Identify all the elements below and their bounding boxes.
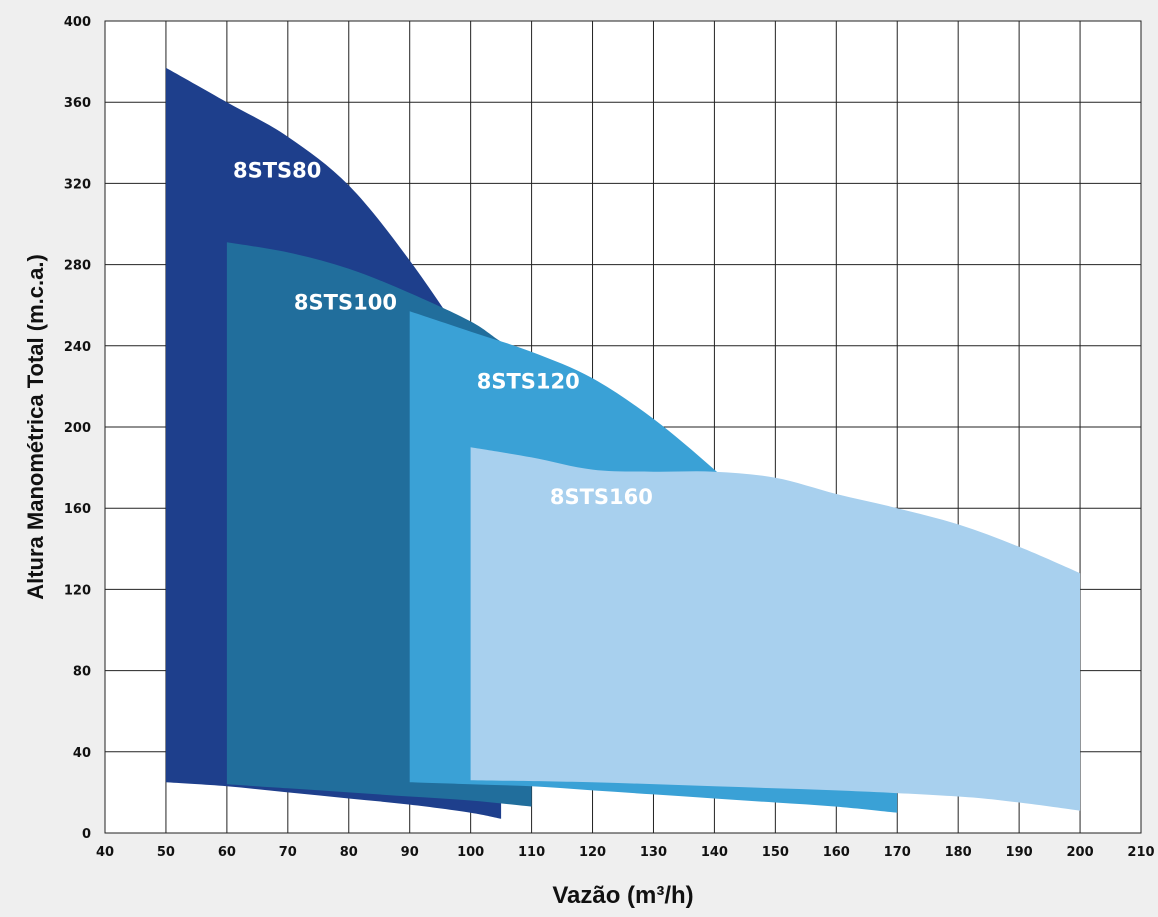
y-tick-label: 0 [82,827,91,842]
x-tick-label: 170 [884,845,911,860]
x-tick-label: 200 [1066,845,1093,860]
series-areas [165,67,1081,819]
y-tick-label: 40 [73,746,91,761]
y-tick-labels: 0 40 80 120 160 200 240 280 320 360 400 [64,15,91,842]
y-tick-label: 80 [73,665,91,680]
y-tick-label: 320 [64,177,91,192]
y-tick-label: 400 [64,15,91,30]
x-tick-label: 40 [96,845,114,860]
x-tick-label: 160 [823,845,850,860]
plot-frame [104,20,1142,834]
y-tick-label: 160 [64,502,91,517]
x-tick-label: 90 [401,845,419,860]
y-tick-label: 120 [64,583,91,598]
x-tick-label: 80 [340,845,358,860]
x-tick-label: 140 [701,845,728,860]
series-label-8sts100: 8STS100 [294,290,397,314]
x-tick-label: 120 [579,845,606,860]
y-tick-label: 240 [64,340,91,355]
y-tick-label: 280 [64,259,91,274]
x-tick-label: 50 [157,845,175,860]
y-axis-label: Altura Manométrica Total (m.c.a.) [23,254,48,600]
x-tick-label: 60 [218,845,236,860]
x-tick-label: 70 [279,845,297,860]
x-tick-labels: 40 50 60 70 80 90 100 110 120 130 140 150 160 170 180 1… [96,845,1155,860]
x-tick-label: 180 [945,845,972,860]
y-tick-label: 200 [64,421,91,436]
x-tick-label: 100 [457,845,484,860]
x-tick-label: 190 [1006,845,1033,860]
x-tick-label: 150 [762,845,789,860]
series-label-8sts160: 8STS160 [550,485,653,509]
x-tick-label: 110 [518,845,545,860]
x-axis-label: Vazão (m³/h) [552,882,693,909]
series-label-8sts120: 8STS120 [477,369,580,393]
series-label-8sts80: 8STS80 [233,158,321,182]
series-labels: 8STS80 8STS100 8STS120 8STS160 [233,158,653,509]
area-8sts160 [470,447,1081,811]
x-tick-label: 130 [640,845,667,860]
y-tick-label: 360 [64,96,91,111]
x-tick-label: 210 [1127,845,1154,860]
